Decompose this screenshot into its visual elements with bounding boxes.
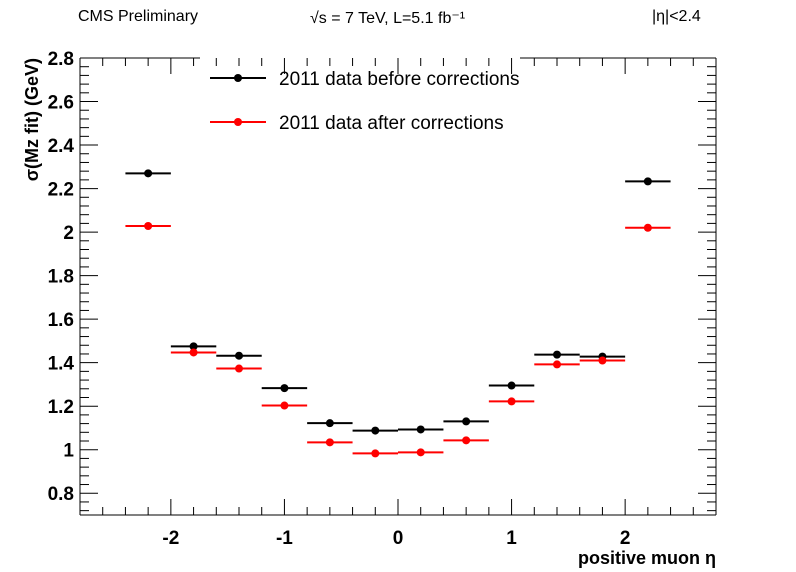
data-point — [507, 381, 516, 390]
legend-marker — [234, 118, 242, 126]
data-point — [235, 364, 243, 373]
data-point — [144, 222, 153, 231]
tick-labels: -2 -1 0 1 2 0.8 1 1.2 1.4 1.6 1.8 2 2.2 2.4 2.6 2.8 — [48, 49, 631, 549]
y-tick-label: 1.2 — [48, 397, 74, 418]
data-point — [144, 169, 153, 178]
legend-marker — [234, 74, 242, 82]
x-tick-label: -1 — [276, 528, 293, 549]
y-tick-label: 0.8 — [48, 484, 74, 505]
legend: 2011 data before corrections 2011 data af… — [210, 69, 519, 134]
data-point — [462, 436, 471, 445]
data-point — [189, 342, 198, 351]
data-point — [280, 401, 289, 410]
data-point — [416, 448, 425, 457]
x-tick-label: 2 — [620, 528, 631, 549]
x-tick-label: 1 — [506, 528, 517, 549]
data-points — [125, 169, 671, 458]
y-tick-label: 2.2 — [48, 180, 74, 201]
data-point — [462, 417, 471, 426]
y-axis-title: σ(Mz fit) (GeV) — [22, 58, 42, 181]
data-point — [189, 348, 198, 357]
data-point — [235, 351, 243, 360]
series-1 — [125, 169, 671, 435]
data-point — [416, 425, 425, 434]
y-tick-label: 1 — [63, 441, 74, 462]
x-tick-label: 0 — [393, 528, 404, 549]
axis-ticks — [80, 57, 716, 515]
y-tick-label: 1.6 — [48, 310, 74, 331]
data-point — [507, 397, 516, 406]
data-point — [598, 356, 607, 365]
y-tick-label: 2.8 — [48, 49, 74, 70]
y-tick-label: 1.8 — [48, 267, 74, 288]
data-point — [553, 350, 561, 359]
y-tick-label: 2.6 — [48, 93, 74, 114]
data-point — [280, 384, 289, 393]
data-point — [643, 177, 652, 186]
data-point — [643, 223, 652, 232]
data-point — [371, 449, 380, 458]
x-axis-title: positive muon η — [578, 548, 716, 568]
x-tick-label: -2 — [162, 528, 179, 549]
header-eta-range: |η|<2.4 — [652, 8, 701, 25]
data-point — [553, 360, 561, 369]
y-tick-label: 2.4 — [48, 136, 75, 157]
header-experiment-label: CMS Preliminary — [78, 8, 199, 25]
y-tick-label: 2 — [63, 223, 74, 244]
data-point — [325, 438, 334, 447]
series-2 — [125, 222, 671, 458]
data-point — [371, 426, 380, 435]
y-tick-label: 1.4 — [48, 354, 75, 375]
header-energy-luminosity: √s = 7 TeV, L=5.1 fb⁻¹ — [310, 10, 466, 27]
data-point — [325, 419, 334, 428]
legend-label: 2011 data before corrections — [279, 69, 519, 90]
legend-label: 2011 data after corrections — [279, 113, 504, 134]
